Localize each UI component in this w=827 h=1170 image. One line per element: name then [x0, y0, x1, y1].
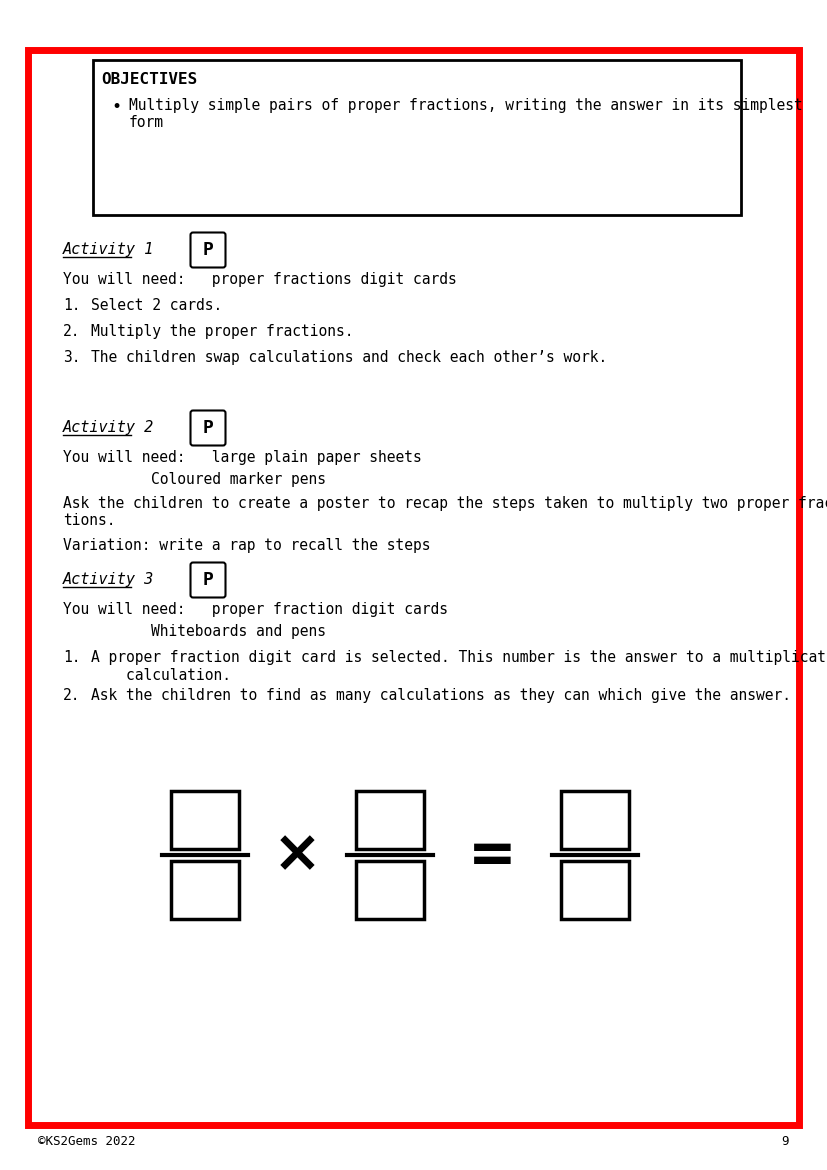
- FancyBboxPatch shape: [190, 233, 226, 268]
- Bar: [561, 791, 629, 849]
- Text: OBJECTIVES: OBJECTIVES: [101, 73, 198, 87]
- Text: The children swap calculations and check each other’s work.: The children swap calculations and check…: [91, 350, 607, 365]
- Text: P: P: [203, 419, 213, 438]
- Text: P: P: [203, 241, 213, 259]
- Bar: [561, 861, 629, 918]
- Text: ©KS2Gems 2022: ©KS2Gems 2022: [38, 1135, 136, 1148]
- FancyBboxPatch shape: [190, 411, 226, 446]
- Text: A proper fraction digit card is selected. This number is the answer to a multipl: A proper fraction digit card is selected…: [91, 651, 827, 665]
- Bar: [171, 861, 239, 918]
- Text: Whiteboards and pens: Whiteboards and pens: [151, 624, 326, 639]
- Bar: [356, 861, 424, 918]
- Text: P: P: [203, 571, 213, 589]
- Text: calculation.: calculation.: [91, 668, 231, 683]
- Text: Activity 1: Activity 1: [63, 242, 155, 257]
- Text: 9: 9: [782, 1135, 789, 1148]
- Text: 3.: 3.: [63, 350, 80, 365]
- Text: Activity 3: Activity 3: [63, 572, 155, 587]
- Text: Multiply the proper fractions.: Multiply the proper fractions.: [91, 324, 353, 339]
- Text: Coloured marker pens: Coloured marker pens: [151, 472, 326, 487]
- Text: Variation: write a rap to recall the steps: Variation: write a rap to recall the ste…: [63, 538, 431, 553]
- Bar: [171, 791, 239, 849]
- Text: ×: ×: [273, 826, 322, 883]
- Text: You will need:   large plain paper sheets: You will need: large plain paper sheets: [63, 450, 422, 464]
- FancyBboxPatch shape: [190, 563, 226, 598]
- Text: 2.: 2.: [63, 688, 80, 703]
- Text: Multiply simple pairs of proper fractions, writing the answer in its simplest
fo: Multiply simple pairs of proper fraction…: [129, 98, 803, 130]
- Bar: [93, 60, 741, 215]
- Bar: [356, 791, 424, 849]
- Text: •: •: [111, 98, 121, 116]
- Text: You will need:   proper fraction digit cards: You will need: proper fraction digit car…: [63, 603, 448, 617]
- Text: Activity 2: Activity 2: [63, 420, 155, 435]
- Text: 2.: 2.: [63, 324, 80, 339]
- Text: 1.: 1.: [63, 298, 80, 314]
- Text: Ask the children to create a poster to recap the steps taken to multiply two pro: Ask the children to create a poster to r…: [63, 496, 827, 529]
- Text: You will need:   proper fractions digit cards: You will need: proper fractions digit ca…: [63, 271, 457, 287]
- Text: Select 2 cards.: Select 2 cards.: [91, 298, 222, 314]
- Text: Ask the children to find as many calculations as they can which give the answer.: Ask the children to find as many calcula…: [91, 688, 791, 703]
- Text: 1.: 1.: [63, 651, 80, 665]
- Text: =: =: [468, 826, 517, 883]
